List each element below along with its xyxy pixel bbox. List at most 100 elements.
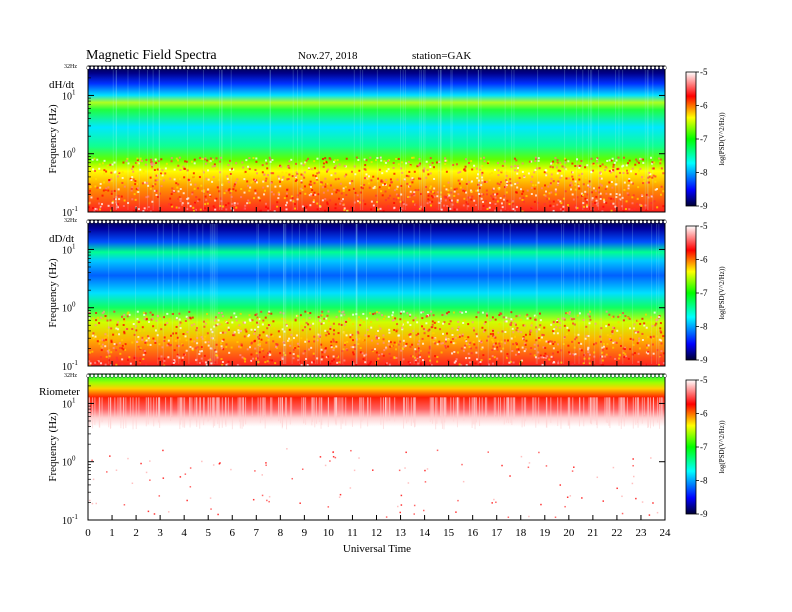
spectral-noise	[515, 159, 518, 162]
spectral-noise	[214, 199, 217, 202]
spectral-noise	[494, 318, 497, 321]
spectral-noise	[109, 455, 111, 457]
spectral-noise	[452, 311, 455, 314]
time-marker	[587, 219, 591, 224]
spectral-noise	[557, 181, 560, 184]
spectral-noise	[201, 362, 204, 365]
spectral-noise	[281, 328, 284, 331]
spectral-noise	[313, 340, 316, 343]
time-marker	[498, 66, 503, 70]
time-marker	[462, 373, 467, 378]
spectral-noise	[568, 351, 571, 354]
spectral-noise	[107, 189, 110, 192]
time-marker	[366, 219, 371, 224]
spectral-noise	[194, 183, 197, 186]
spectral-noise	[409, 345, 412, 348]
spectral-noise	[102, 189, 105, 192]
spectral-noise	[496, 357, 499, 360]
spectral-noise	[110, 190, 113, 193]
spectral-noise	[161, 346, 164, 349]
spectral-noise	[137, 345, 140, 348]
spectral-noise	[585, 205, 588, 208]
spectral-noise	[191, 193, 194, 196]
spectral-noise	[181, 203, 184, 206]
spectral-noise	[171, 187, 174, 190]
spectral-noise	[157, 357, 160, 360]
spectral-noise	[417, 189, 420, 192]
spectral-streak	[618, 397, 620, 426]
spectral-noise	[149, 460, 151, 462]
spectral-noise	[217, 312, 220, 315]
spectral-noise	[257, 196, 260, 199]
spectral-noise	[552, 209, 555, 212]
spectral-noise	[498, 342, 501, 345]
spectral-noise	[406, 182, 409, 185]
spectral-noise	[230, 316, 233, 319]
spectral-noise	[374, 335, 377, 338]
spectral-noise	[529, 352, 532, 355]
spectral-noise	[530, 186, 533, 189]
spectral-noise	[316, 339, 319, 342]
time-marker	[567, 66, 571, 70]
spectral-noise	[516, 181, 519, 184]
spectral-noise	[570, 317, 573, 320]
spectral-noise	[227, 326, 230, 329]
spectral-noise	[255, 179, 258, 182]
spectral-streak	[315, 224, 317, 364]
time-marker	[102, 219, 106, 224]
spectral-noise	[457, 326, 460, 329]
spectral-noise	[141, 326, 144, 329]
spectral-noise	[281, 356, 284, 359]
spectral-noise	[605, 310, 608, 313]
spectral-noise	[230, 468, 232, 471]
time-marker	[466, 219, 471, 224]
spectral-noise	[509, 475, 511, 477]
spectral-noise	[239, 354, 242, 357]
spectral-streak	[632, 397, 634, 429]
spectral-streak	[450, 70, 452, 210]
spectral-noise	[351, 180, 354, 183]
spectral-noise	[262, 180, 265, 183]
spectral-noise	[183, 176, 186, 179]
spectral-noise	[395, 193, 398, 196]
spectral-noise	[195, 329, 198, 332]
spectral-noise	[491, 502, 493, 504]
spectral-noise	[656, 335, 659, 338]
spectral-noise	[227, 163, 230, 166]
spectral-noise	[362, 358, 365, 361]
time-marker	[518, 219, 523, 224]
spectral-noise	[591, 197, 594, 200]
time-marker	[462, 219, 467, 224]
spectral-noise	[264, 202, 267, 205]
spectral-noise	[556, 203, 559, 206]
spectral-noise	[121, 315, 124, 318]
spectral-noise	[285, 192, 288, 195]
time-marker	[378, 219, 383, 224]
spectral-streak	[588, 397, 590, 418]
spectral-noise	[641, 317, 644, 320]
spectral-noise	[322, 162, 325, 165]
spectral-noise	[204, 157, 207, 160]
spectral-noise	[557, 199, 560, 202]
spectral-noise	[201, 169, 204, 172]
spectral-noise	[100, 345, 103, 348]
spectral-noise	[422, 170, 425, 173]
spectral-noise	[637, 319, 640, 322]
spectral-noise	[206, 318, 209, 321]
time-marker	[518, 373, 523, 378]
spectral-noise	[287, 178, 290, 181]
spectral-noise	[263, 173, 266, 176]
time-marker	[302, 373, 307, 378]
spectral-noise	[279, 185, 282, 188]
spectral-streak	[477, 224, 479, 364]
spectral-noise	[393, 201, 396, 204]
spectral-noise	[215, 350, 218, 353]
spectral-noise	[178, 196, 181, 199]
spectral-noise	[330, 340, 333, 343]
spectral-noise	[553, 332, 556, 335]
spectral-noise	[447, 189, 450, 192]
spectral-streak	[257, 224, 259, 364]
spectral-noise	[370, 320, 373, 323]
spectral-noise	[178, 197, 181, 200]
spectral-noise	[244, 328, 247, 331]
